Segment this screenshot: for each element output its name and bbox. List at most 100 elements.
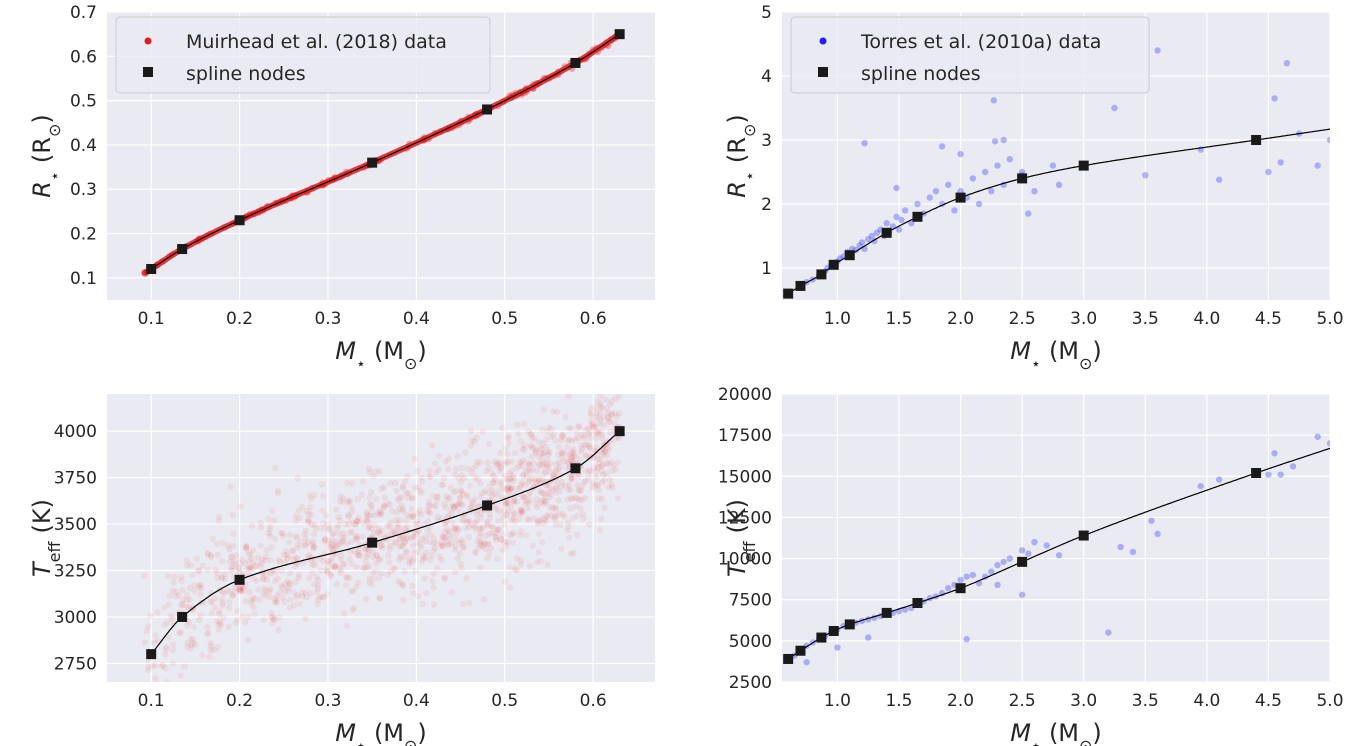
data-point xyxy=(951,207,958,214)
data-point xyxy=(257,542,264,549)
data-point xyxy=(305,551,313,559)
data-point xyxy=(1018,591,1026,598)
data-point xyxy=(522,481,529,489)
data-point xyxy=(533,467,541,475)
data-point xyxy=(412,520,419,528)
data-point xyxy=(229,592,236,599)
data-point xyxy=(333,580,340,588)
data-point xyxy=(332,562,339,570)
data-point xyxy=(333,506,340,513)
data-point xyxy=(515,515,523,522)
data-point xyxy=(370,575,377,582)
data-point xyxy=(458,464,465,472)
data-point xyxy=(522,500,529,507)
data-point xyxy=(391,528,398,535)
data-point xyxy=(337,569,344,577)
y-axis-label: R⋆(R⊙) xyxy=(723,114,759,198)
y-tick-label: 7500 xyxy=(729,591,772,611)
data-point xyxy=(616,410,623,417)
data-point xyxy=(422,589,430,597)
spline-node xyxy=(844,250,855,261)
data-point xyxy=(447,507,454,514)
data-point xyxy=(216,619,224,626)
data-point xyxy=(429,492,436,500)
data-point xyxy=(402,549,410,556)
data-point xyxy=(586,467,593,475)
data-point xyxy=(545,451,552,458)
data-point xyxy=(406,554,414,562)
data-point xyxy=(147,612,154,619)
data-point xyxy=(295,571,303,579)
data-point xyxy=(255,586,262,593)
data-point xyxy=(386,545,393,553)
data-point xyxy=(596,420,603,428)
data-point xyxy=(555,444,563,451)
data-point xyxy=(576,423,583,430)
data-point xyxy=(602,396,609,403)
data-point xyxy=(413,530,420,538)
data-point xyxy=(573,531,581,539)
data-point xyxy=(172,588,180,596)
data-point xyxy=(302,535,309,542)
data-point xyxy=(225,623,232,631)
data-point xyxy=(389,527,396,535)
data-point xyxy=(309,538,316,546)
data-point xyxy=(423,549,430,556)
data-point xyxy=(363,511,370,518)
data-point xyxy=(601,448,609,455)
data-point xyxy=(893,213,900,220)
data-point xyxy=(378,511,385,518)
data-point xyxy=(503,512,510,519)
data-point xyxy=(294,544,302,552)
data-point xyxy=(308,521,316,528)
data-point xyxy=(489,523,496,531)
data-point xyxy=(355,514,362,521)
data-point xyxy=(506,564,514,571)
x-axis-label-unit: (M xyxy=(1049,719,1079,746)
data-point xyxy=(373,552,380,559)
data-point xyxy=(422,533,429,540)
data-point xyxy=(400,596,407,604)
data-point xyxy=(176,630,183,637)
data-point xyxy=(400,553,408,561)
data-point xyxy=(570,549,577,557)
data-point xyxy=(400,532,407,540)
data-point xyxy=(404,494,412,501)
data-point xyxy=(570,514,577,521)
data-point xyxy=(595,495,602,502)
data-point xyxy=(517,506,524,513)
data-point xyxy=(274,599,281,606)
data-point xyxy=(266,526,274,533)
data-point xyxy=(1265,471,1272,478)
spline-curve xyxy=(150,33,620,270)
data-point xyxy=(414,518,421,525)
data-point xyxy=(215,621,222,628)
data-point xyxy=(525,516,533,523)
data-point xyxy=(598,405,605,412)
data-point xyxy=(311,544,318,551)
data-point xyxy=(564,496,571,504)
data-point xyxy=(1129,548,1137,556)
data-point xyxy=(555,497,563,504)
data-point xyxy=(592,448,599,455)
data-point xyxy=(546,491,554,498)
data-point xyxy=(233,616,241,623)
data-point xyxy=(434,493,441,500)
x-axis-label-subscript: ⋆ xyxy=(356,736,366,746)
x-axis-label: M⋆ (M⊙) xyxy=(1010,719,1102,746)
x-tick-label: 0.1 xyxy=(138,309,165,329)
data-point xyxy=(559,511,566,518)
x-axis-label-close: ) xyxy=(417,337,426,365)
y-tick-label: 20000 xyxy=(718,385,772,405)
data-point xyxy=(365,563,373,570)
spline-node xyxy=(828,625,839,636)
data-point xyxy=(466,600,473,607)
data-point xyxy=(376,511,384,519)
data-point xyxy=(418,511,425,518)
data-point xyxy=(232,584,239,592)
data-point xyxy=(164,619,171,626)
x-axis-label-unit: (M xyxy=(1049,337,1079,365)
data-point xyxy=(324,521,332,528)
data-point xyxy=(530,459,537,467)
